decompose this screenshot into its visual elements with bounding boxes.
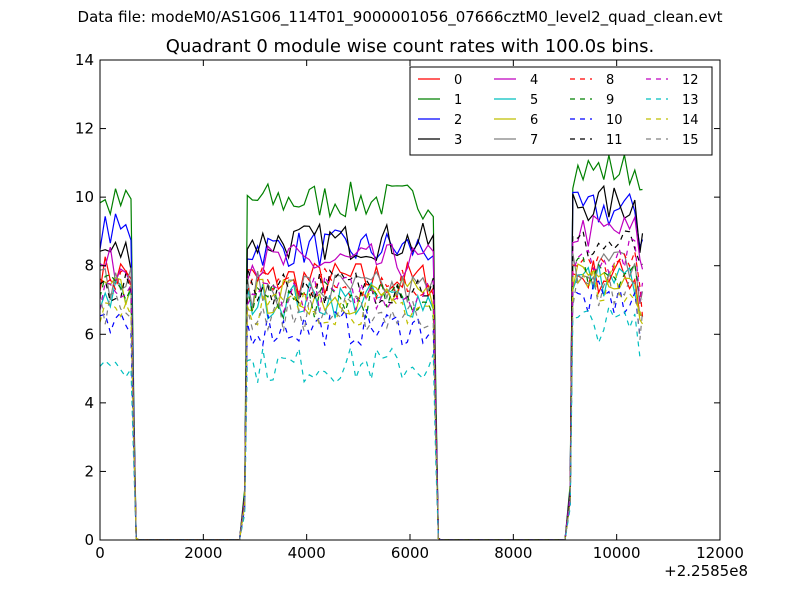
legend-label: 7 (530, 133, 538, 148)
y-tick-label: 10 (75, 188, 94, 206)
legend-label: 14 (682, 113, 699, 128)
y-tick-label: 14 (75, 51, 94, 69)
series-line-13 (100, 304, 643, 540)
x-tick-label: 4000 (288, 544, 326, 562)
x-tick-label: 8000 (494, 544, 532, 562)
legend-label: 13 (682, 93, 699, 108)
legend-label: 2 (454, 113, 462, 128)
series-line-7 (100, 251, 644, 540)
legend-label: 0 (454, 73, 462, 88)
x-tick-label: 2000 (184, 544, 222, 562)
series-line-10 (100, 280, 643, 540)
x-tick-label: 0 (95, 544, 105, 562)
series-line-1 (100, 154, 643, 540)
legend-label: 15 (682, 133, 699, 148)
x-tick-label: 6000 (391, 544, 429, 562)
y-tick-label: 8 (84, 257, 94, 275)
series-line-15 (100, 272, 644, 540)
series-line-4 (100, 214, 644, 540)
legend-label: 3 (454, 133, 462, 148)
legend-box (409, 66, 713, 156)
series-line-8 (100, 251, 644, 540)
series-line-3 (100, 184, 644, 540)
series-line-14 (100, 262, 644, 540)
y-tick-label: 4 (84, 394, 94, 412)
figure-suptitle: Data file: modeM0/AS1G06_114T01_90000010… (77, 8, 723, 26)
series-line-6 (100, 263, 644, 540)
legend-label: 1 (454, 93, 462, 108)
y-tick-label: 2 (84, 462, 94, 480)
series-line-0 (100, 256, 643, 540)
series-line-9 (100, 255, 643, 540)
x-tick-label: 10000 (593, 544, 641, 562)
legend-label: 4 (530, 73, 538, 88)
chart-title: Quadrant 0 module wise count rates with … (165, 36, 655, 57)
x-tick-label: 12000 (696, 544, 744, 562)
y-tick-label: 6 (84, 325, 94, 343)
legend-label: 9 (606, 93, 614, 108)
series-line-5 (100, 263, 643, 540)
legend-label: 10 (606, 113, 623, 128)
legend-label: 8 (606, 73, 614, 88)
series-line-11 (100, 230, 643, 540)
legend-label: 5 (530, 93, 538, 108)
y-tick-label: 12 (75, 120, 94, 138)
legend-label: 12 (682, 73, 699, 88)
x-offset-label: +2.2585e8 (664, 562, 748, 580)
legend-label: 6 (530, 113, 538, 128)
y-tick-label: 0 (84, 531, 94, 549)
legend-label: 11 (606, 133, 623, 148)
